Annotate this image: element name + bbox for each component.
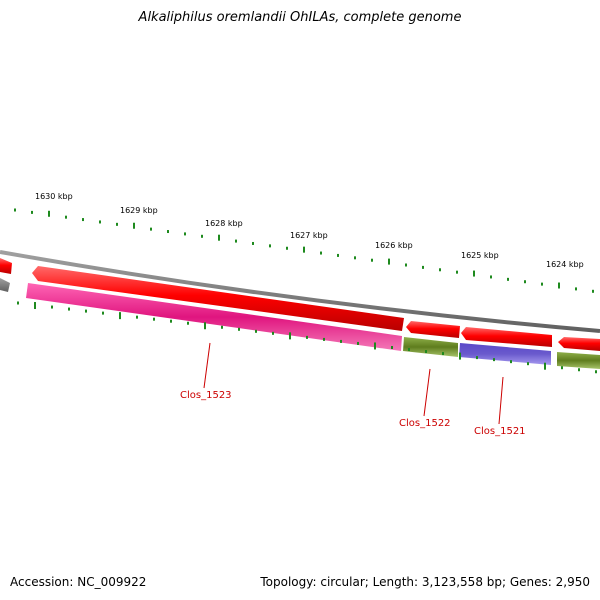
gene-feature-clos-1522 (403, 337, 458, 357)
cds-feature-partial (0, 258, 12, 274)
label-leader (423, 368, 431, 417)
gene-label-clos-1523: Clos_1523 (180, 390, 232, 401)
scale-labels: 1630 kbp 1629 kbp 1628 kbp 1627 kbp 1626… (35, 192, 584, 269)
cds-feature (558, 337, 600, 351)
accession-text: Accession: NC_009922 (10, 575, 147, 589)
gene-label-clos-1522: Clos_1522 (399, 418, 451, 429)
gene-label-clos-1521: Clos_1521 (474, 426, 526, 437)
scale-label: 1624 kbp (546, 260, 584, 269)
cds-feature (406, 321, 460, 338)
genome-summary-text: Topology: circular; Length: 3,123,558 bp… (260, 575, 590, 589)
backbone-track (0, 250, 600, 333)
scale-label: 1625 kbp (461, 251, 499, 260)
scale-label: 1630 kbp (35, 192, 73, 201)
cds-feature (461, 327, 552, 347)
map-title: Alkaliphilus oremlandii OhILAs, complete… (138, 10, 462, 25)
gene-feature-partial (0, 278, 10, 292)
label-leader (203, 342, 211, 389)
gene-feature-clos-1521 (459, 343, 551, 365)
scale-label: 1628 kbp (205, 219, 243, 228)
scale-label: 1626 kbp (375, 241, 413, 250)
lower-ticks (17, 301, 597, 374)
label-leader (498, 376, 504, 425)
scale-ticks (14, 208, 594, 293)
gene-feature (557, 352, 600, 369)
scale-label: 1627 kbp (290, 231, 328, 240)
cds-feature (32, 266, 404, 331)
scale-label: 1629 kbp (120, 206, 158, 215)
gene-feature-clos-1523 (26, 283, 402, 351)
